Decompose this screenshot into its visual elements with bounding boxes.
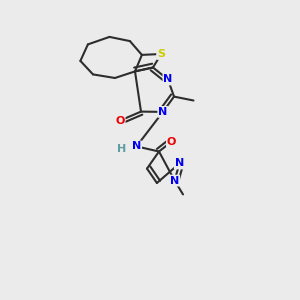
- Text: N: N: [175, 158, 184, 169]
- Text: S: S: [157, 49, 165, 59]
- Text: O: O: [115, 116, 125, 126]
- Text: H: H: [117, 143, 126, 154]
- Text: N: N: [164, 74, 172, 85]
- Text: N: N: [158, 107, 167, 117]
- Text: N: N: [132, 141, 141, 152]
- Text: O: O: [167, 136, 176, 147]
- Text: N: N: [170, 176, 179, 186]
